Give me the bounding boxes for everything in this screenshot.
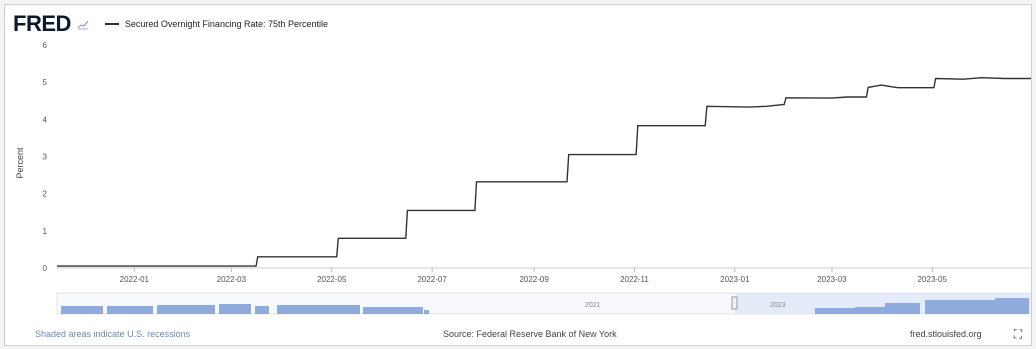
x-tick-label: 2022-05 bbox=[317, 275, 347, 284]
navigator-bar bbox=[855, 307, 885, 314]
fullscreen-icon[interactable]: ⛶ bbox=[1013, 327, 1023, 341]
x-tick-label: 2022-03 bbox=[217, 275, 247, 284]
chart-header: FRED Secured Overnight Financing Rate: 7… bbox=[13, 11, 328, 37]
x-axis: 2022-01 2022-03 2022-05 2022-07 2022-09 2022-… bbox=[120, 268, 948, 284]
navigator-bar bbox=[219, 304, 251, 314]
x-tick-label: 2023-01 bbox=[720, 275, 750, 284]
chart-icon bbox=[77, 20, 89, 30]
navigator-label: 2023 bbox=[770, 302, 786, 309]
x-tick-label: 2022-09 bbox=[519, 275, 549, 284]
legend-label[interactable]: Secured Overnight Financing Rate: 75th P… bbox=[124, 19, 329, 29]
navigator-bar bbox=[815, 308, 855, 314]
x-tick-label: 2023-05 bbox=[918, 275, 948, 284]
series-line[interactable] bbox=[57, 76, 1031, 267]
y-tick-label: 5 bbox=[43, 78, 48, 87]
series-group bbox=[57, 76, 1031, 267]
x-tick-label: 2023-03 bbox=[817, 275, 847, 284]
navigator-bar bbox=[995, 298, 1029, 314]
navigator-label: 2021 bbox=[585, 302, 601, 309]
legend-swatch bbox=[104, 23, 119, 25]
y-tick-label: 3 bbox=[43, 153, 48, 162]
x-tick-label: 2022-01 bbox=[120, 275, 150, 284]
x-tick-label: 2022-07 bbox=[417, 275, 447, 284]
y-axis-label: Percent bbox=[15, 147, 25, 179]
navigator-bar bbox=[61, 306, 103, 314]
y-tick-label: 4 bbox=[43, 115, 48, 124]
y-tick-label: 2 bbox=[43, 190, 48, 199]
y-tick-label: 6 bbox=[43, 41, 48, 50]
navigator-bar bbox=[885, 303, 920, 314]
recession-note: Shaded areas indicate U.S. recessions bbox=[35, 329, 191, 339]
fred-logo[interactable]: FRED bbox=[13, 11, 71, 36]
y-tick-label: 0 bbox=[43, 264, 48, 273]
navigator-bar bbox=[157, 305, 215, 314]
chart-frame: FRED Secured Overnight Financing Rate: 7… bbox=[4, 4, 1032, 346]
navigator-bar bbox=[424, 310, 429, 314]
y-axis: 0 1 2 3 4 5 6 bbox=[43, 41, 48, 273]
x-tick-label: 2022-11 bbox=[620, 275, 649, 284]
navigator-bar bbox=[925, 300, 995, 314]
navigator-bar bbox=[255, 306, 269, 314]
navigator-bar bbox=[277, 305, 360, 314]
source-note[interactable]: Source: Federal Reserve Bank of New York bbox=[443, 329, 617, 339]
navigator-handle[interactable] bbox=[731, 296, 738, 310]
navigator-bar bbox=[107, 306, 153, 314]
y-tick-label: 1 bbox=[43, 227, 48, 236]
site-link[interactable]: fred.stlouisfed.org bbox=[910, 329, 982, 339]
range-navigator[interactable]: 2021 2023 bbox=[56, 292, 1031, 315]
navigator-bar bbox=[363, 307, 423, 314]
